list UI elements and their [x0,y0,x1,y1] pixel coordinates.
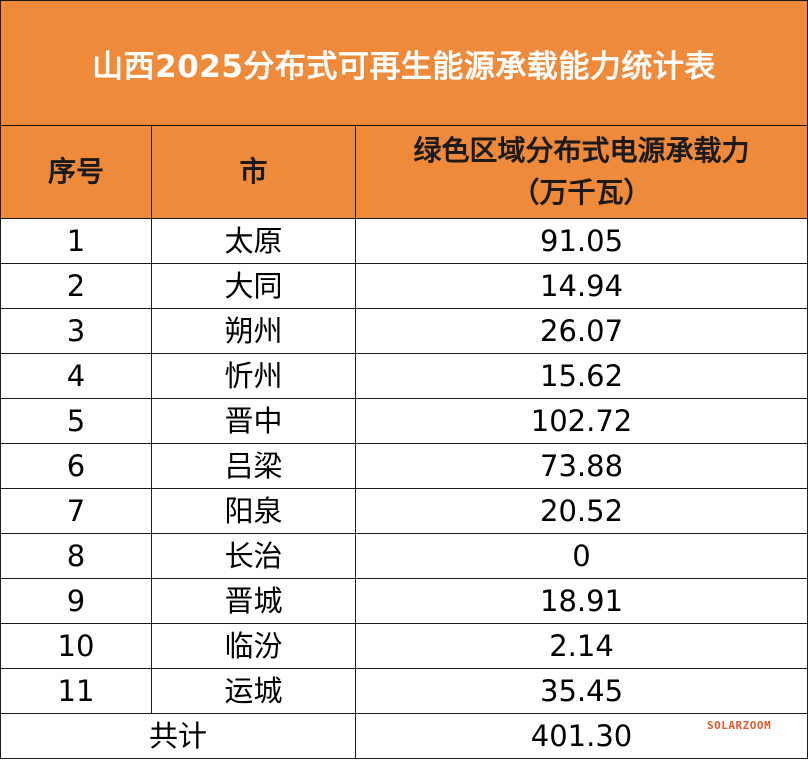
header-row: 序号 市 绿色区域分布式电源承载力 （万千瓦） [0,125,808,219]
row-index: 8 [0,533,152,579]
row-index: 7 [0,488,152,534]
table-row: 4 忻州 15.62 [0,353,808,399]
row-city: 阳泉 [151,488,356,534]
header-capacity-line2: （万千瓦） [511,176,652,209]
row-capacity: 73.88 [354,443,808,489]
row-index: 9 [0,578,152,624]
table-row: 2 大同 14.94 [0,263,808,309]
header-index: 序号 [0,125,152,219]
header-capacity: 绿色区域分布式电源承载力 （万千瓦） [354,125,808,219]
row-index: 1 [0,218,152,264]
table-row: 7 阳泉 20.52 [0,488,808,534]
row-index: 2 [0,263,152,309]
header-city: 市 [151,125,356,219]
row-capacity: 35.45 [354,668,808,714]
row-index: 4 [0,353,152,399]
table-row: 11 运城 35.45 [0,668,808,714]
row-index: 11 [0,668,152,714]
table-row: 6 吕梁 73.88 [0,443,808,489]
row-city: 大同 [151,263,356,309]
total-label: 共计 [0,713,356,759]
row-capacity: 18.91 [354,578,808,624]
row-city: 忻州 [151,353,356,399]
row-city: 晋城 [151,578,356,624]
row-capacity: 15.62 [354,353,808,399]
watermark-logo: SOLARZOOM [707,719,772,732]
row-capacity: 102.72 [354,398,808,444]
table-row: 1 太原 91.05 [0,218,808,264]
row-capacity: 91.05 [354,218,808,264]
row-index: 6 [0,443,152,489]
row-capacity: 2.14 [354,623,808,669]
header-capacity-line1: 绿色区域分布式电源承载力 [413,134,750,167]
table-row: 3 朔州 26.07 [0,308,808,354]
table-row: 9 晋城 18.91 [0,578,808,624]
row-capacity: 14.94 [354,263,808,309]
row-index: 10 [0,623,152,669]
table-row: 5 晋中 102.72 [0,398,808,444]
row-city: 吕梁 [151,443,356,489]
row-city: 太原 [151,218,356,264]
row-index: 5 [0,398,152,444]
row-index: 3 [0,308,152,354]
total-capacity: 401.30 [354,713,808,759]
row-city: 朔州 [151,308,356,354]
table-row: 10 临汾 2.14 [0,623,808,669]
row-city: 晋中 [151,398,356,444]
row-capacity: 26.07 [354,308,808,354]
row-capacity: 0 [354,533,808,579]
row-city: 长治 [151,533,356,579]
total-row: 共计 401.30 [0,713,808,759]
row-city: 运城 [151,668,356,714]
table-row: 8 长治 0 [0,533,808,579]
table-title: 山西2025分布式可再生能源承载能力统计表 [0,0,808,126]
row-capacity: 20.52 [354,488,808,534]
title-row: 山西2025分布式可再生能源承载能力统计表 [0,0,808,126]
row-city: 临汾 [151,623,356,669]
